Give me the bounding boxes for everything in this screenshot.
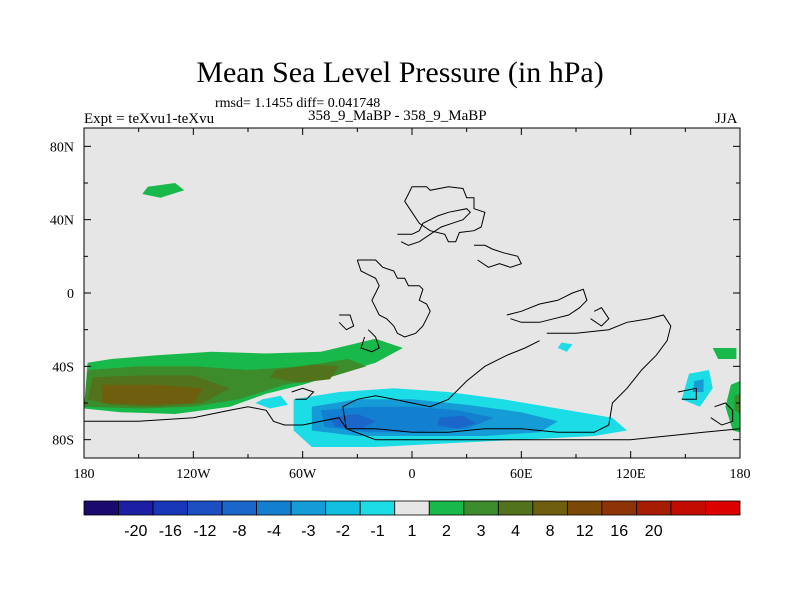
colorbar-swatch: [705, 500, 741, 516]
colorbar-label: -20: [124, 523, 147, 540]
colorbar-swatch: [566, 500, 603, 516]
negative-anomaly-core-west: [330, 414, 376, 429]
coastline-central-islands: [338, 314, 355, 331]
experiment-label: Expt = teXvu1-teXvu: [84, 111, 215, 127]
coastline-southwest-islands: [291, 387, 315, 400]
stats-subtitle: rmsd= 1.1455 diff= 0.041748: [215, 96, 381, 111]
colorbar-label: 3: [477, 523, 486, 540]
colorbar-swatch: [497, 500, 534, 516]
positive-anomaly-south-pacific-4to8: [102, 384, 203, 405]
coastline-northeast-peninsula: [474, 244, 522, 268]
x-tick-label: 180: [74, 467, 95, 482]
coastline-southeast-landmass: [342, 314, 672, 433]
coastline-north-central: [397, 208, 472, 246]
x-tick-label: 120E: [616, 467, 646, 482]
colorbar-swatch: [428, 500, 465, 516]
season-label: JJA: [715, 111, 738, 127]
coastline-layer: [84, 186, 740, 441]
colorbar-swatch: [601, 500, 637, 516]
colorbar-swatch: [463, 500, 499, 516]
x-tick-label: 60E: [510, 467, 533, 482]
x-tick-label: 60W: [289, 467, 317, 482]
x-tick-label: 180: [730, 467, 751, 482]
colorbar-label: -3: [301, 523, 315, 540]
coastline-northeast-landmass: [404, 186, 486, 243]
negative-anomaly-south-atlantic-spot: [557, 342, 573, 352]
x-tick-label: 0: [409, 467, 416, 482]
colorbar-label: 8: [546, 523, 555, 540]
colorbar-swatch: [187, 500, 223, 516]
colorbar-swatch: [83, 500, 119, 516]
x-tick-label: 120W: [176, 467, 211, 482]
y-tick-label: 80S: [52, 434, 74, 449]
colorbar-label: -16: [159, 523, 182, 540]
coastline-central-ridge: [360, 329, 380, 353]
colorbar-label: -2: [336, 523, 350, 540]
y-tick-label: 40N: [50, 214, 74, 229]
anomaly-regions: [84, 183, 740, 447]
colorbar-swatch: [394, 500, 430, 516]
coastline-dateline-island: [710, 402, 734, 426]
coastline-east-landmass: [506, 288, 588, 323]
colorbar-swatch: [256, 500, 292, 516]
positive-anomaly-dateline-south-core: [734, 393, 740, 414]
chart-title: Mean Sea Level Pressure (in hPa): [196, 56, 604, 89]
colorbar-label: -12: [193, 523, 216, 540]
coastline-central-landmass: [356, 259, 431, 338]
colorbar-label: 2: [442, 523, 451, 540]
case-label: 358_9_MaBP - 358_9_MaBP: [308, 108, 487, 124]
coastline-east-peninsula: [590, 307, 610, 327]
colorbar-label: -1: [370, 523, 384, 540]
coastline-far-east-island: [677, 387, 697, 400]
colorbar-swatch: [152, 500, 188, 516]
colorbar-swatch: [532, 500, 568, 516]
positive-anomaly-dateline-south: [725, 381, 740, 433]
colorbar-label: 20: [645, 523, 663, 540]
y-tick-label: 0: [67, 287, 74, 302]
colorbar-label: -8: [232, 523, 246, 540]
colorbar-swatch: [359, 500, 396, 516]
positive-anomaly-east-pacific-core: [269, 364, 340, 383]
colorbar-swatch: [290, 500, 327, 516]
axis-ticks: 180 120W 60W 0 60E 120E 180 80N 40N 0 40S 80S: [50, 128, 751, 482]
negative-anomaly-antarctic-peninsula: [255, 395, 289, 409]
colorbar-label: 1: [408, 523, 417, 540]
colorbar-label: 4: [511, 523, 520, 540]
colorbar-swatch: [118, 500, 154, 516]
y-tick-label: 40S: [52, 360, 74, 375]
colorbar: -20 -16 -12 -8 -4 -3 -2 -1 1 2 3 4 8 12 16 20: [83, 500, 741, 540]
coastline-antarctic-strip: [84, 406, 740, 441]
colorbar-label: 12: [576, 523, 594, 540]
colorbar-label: -4: [267, 523, 281, 540]
colorbar-swatch: [670, 500, 706, 516]
colorbar-swatch: [636, 500, 672, 516]
positive-anomaly-north-pacific: [142, 183, 185, 198]
positive-anomaly-indian-spot: [712, 348, 737, 359]
colorbar-swatch: [325, 500, 361, 516]
colorbar-swatch: [221, 500, 258, 516]
y-tick-label: 80N: [50, 140, 74, 155]
colorbar-label: 16: [610, 523, 628, 540]
negative-anomaly-core-east: [437, 415, 476, 429]
